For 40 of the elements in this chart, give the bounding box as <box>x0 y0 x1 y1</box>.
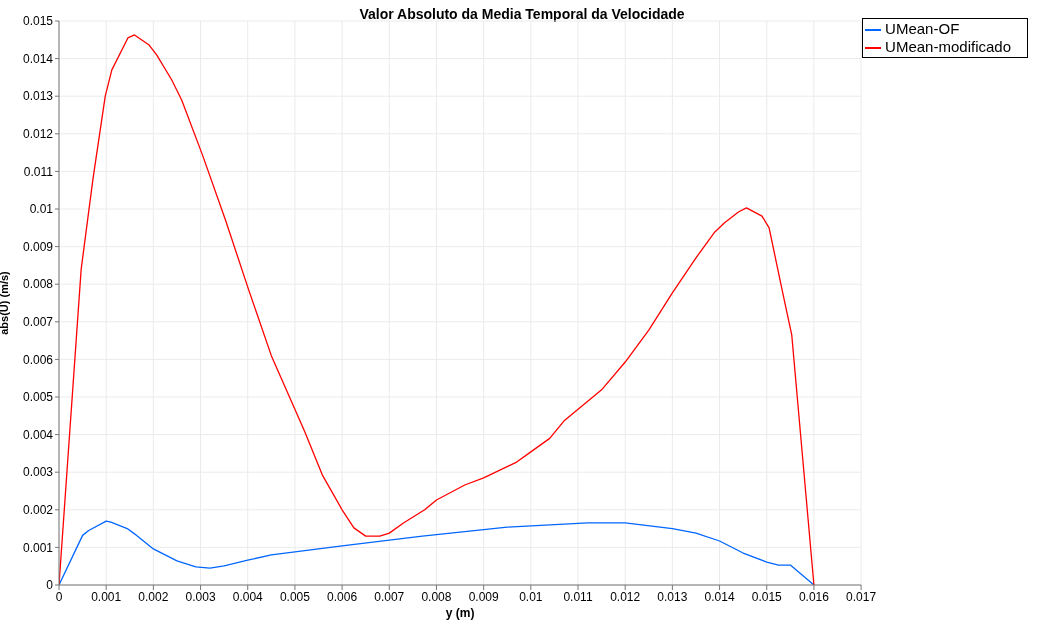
y-tick-label: 0.008 <box>22 277 54 292</box>
x-tick-label: 0.001 <box>91 589 122 604</box>
x-tick-label: 0.01 <box>519 589 543 604</box>
x-axis-title: y (m) <box>445 606 475 620</box>
x-tick-label: 0.014 <box>704 589 735 604</box>
x-tick-label: 0.009 <box>468 589 499 604</box>
y-tick-label: 0.013 <box>22 89 54 104</box>
y-tick-label: 0.005 <box>22 390 54 405</box>
legend-label: UMean-modificado <box>885 38 1011 56</box>
x-tick-label: 0.006 <box>327 589 358 604</box>
x-tick-label: 0.005 <box>279 589 311 604</box>
chart-title: Valor Absoluto da Media Temporal da Velocidade <box>359 6 685 22</box>
x-tick-label: 0.003 <box>185 589 216 604</box>
y-tick-label: 0.012 <box>22 127 54 142</box>
x-tick-label: 0.002 <box>138 589 169 604</box>
y-tick-label: 0.011 <box>23 164 54 179</box>
x-tick-label: 0.007 <box>374 589 405 604</box>
y-tick-label: 0.015 <box>22 14 54 29</box>
x-tick-label: 0.016 <box>798 589 830 604</box>
y-tick-label: 0.001 <box>22 540 54 555</box>
x-tick-label: 0.013 <box>657 589 688 604</box>
y-tick-label: 0.009 <box>22 239 54 254</box>
y-tick-label: 0.002 <box>22 503 54 518</box>
y-axis-title: abs(U) (m/s) <box>0 270 10 335</box>
x-tick-label: 0.015 <box>751 589 783 604</box>
y-tick-label: 0.004 <box>22 427 54 442</box>
x-tick-label: 0.012 <box>610 589 641 604</box>
y-tick-label: 0.014 <box>22 51 54 66</box>
x-tick-label: 0.017 <box>846 589 877 604</box>
legend-label: UMean-OF <box>885 20 960 37</box>
x-tick-label: 0.011 <box>563 589 593 604</box>
y-tick-label: 0 <box>46 578 54 593</box>
line-series <box>59 520 815 585</box>
line-series <box>59 34 815 585</box>
x-tick-label: 0.004 <box>232 589 264 604</box>
x-tick-label: 0.008 <box>421 589 452 604</box>
y-tick-label: 0.006 <box>22 352 54 367</box>
y-tick-label: 0.01 <box>29 202 54 217</box>
y-tick-label: 0.003 <box>22 465 54 480</box>
y-tick-label: 0.007 <box>22 315 54 330</box>
